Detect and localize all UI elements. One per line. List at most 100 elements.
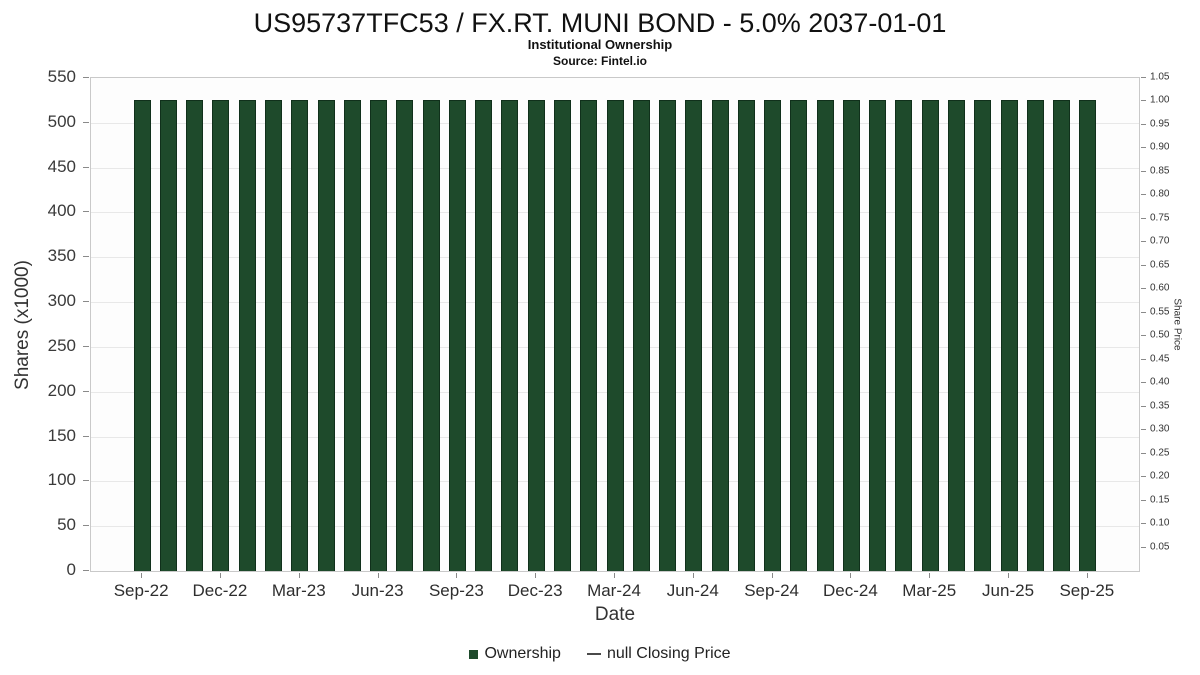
ownership-swatch-icon [469,649,479,659]
tick-mark [83,525,89,527]
tick-mark [83,390,89,392]
left-axis-ticks: 0 50 100 150 200 250 300 350 400 450 500 550 [0,67,90,579]
tick-mark [1141,311,1146,313]
right-axis-tick-label: 0.25 [1150,447,1170,459]
tick-mark [1141,264,1146,266]
ownership-bar [685,100,703,571]
right-axis-tick-label: 0.30 [1150,423,1170,435]
legend: Ownership null Closing Price [0,645,1200,663]
tick-mark [456,573,458,578]
ownership-bar [632,100,650,571]
ownership-bar [869,100,887,571]
ownership-bar [764,100,782,571]
ownership-bar [659,100,677,571]
y-axis-tick-label: 50 [57,515,76,535]
tick-mark [1141,123,1146,125]
ownership-bar [737,100,755,571]
ownership-bar [606,100,624,571]
right-axis-tick-label: 0.90 [1150,141,1170,153]
tick-mark [1141,523,1146,525]
tick-mark [850,573,852,578]
chart-subtitle: Institutional Ownership [527,37,673,52]
tick-mark [1141,170,1146,172]
tick-mark [1086,573,1088,578]
right-axis-tick-label: 0.95 [1150,118,1170,130]
right-axis-tick-label: 0.45 [1150,353,1170,365]
tick-mark [298,573,300,578]
ownership-bar [212,100,230,571]
tick-mark [83,166,89,168]
y-axis-tick-label: 400 [47,201,76,221]
x-axis-tick-label: Jun-24 [666,581,719,600]
right-axis-tick-label: 0.55 [1150,306,1170,318]
x-axis-tick-label: Dec-24 [823,581,878,600]
tick-mark [83,121,89,123]
tick-mark [1141,335,1146,337]
ownership-bar [448,100,466,571]
tick-mark [1141,405,1146,407]
tick-mark [83,256,89,258]
ownership-bar [501,100,519,571]
ownership-bar [816,100,834,571]
line-swatch-icon [586,653,601,655]
bars-layer [91,78,1139,571]
tick-mark [1141,77,1146,78]
ownership-bar [948,100,965,571]
x-axis-tick-marks [90,573,1140,579]
ownership-bar [343,100,361,571]
tick-mark [1141,241,1146,243]
y-axis-tick-label: 550 [47,67,76,86]
ownership-bar [1079,100,1097,571]
right-axis-tick-label: 0.35 [1150,400,1170,412]
tick-mark [83,570,89,571]
right-axis-tick-label: 0.75 [1150,212,1170,224]
y-axis-tick-label: 300 [47,291,76,311]
legend-item-ownership: Ownership [469,645,561,663]
y-axis-tick-label: 200 [47,380,76,400]
tick-mark [83,301,89,303]
tick-mark [1008,573,1010,578]
ownership-bar [527,100,545,571]
tick-mark [83,211,89,213]
ownership-bar [264,100,282,571]
tick-mark [1141,217,1146,219]
tick-mark [83,435,89,437]
tick-mark [1141,358,1146,360]
tick-mark [1141,499,1146,501]
tick-mark [692,573,694,578]
ownership-bar [186,100,204,571]
y-axis-tick-label: 150 [47,425,76,445]
x-axis-tick-label: Dec-22 [192,581,248,600]
y-axis-tick-label: 100 [47,470,76,490]
tick-mark [1141,546,1146,548]
x-axis-tick-label: Sep-24 [744,581,800,600]
tick-mark [1141,288,1146,290]
y-axis-tick-label: 500 [47,111,76,131]
tick-mark [1141,382,1146,384]
right-axis-tick-label: 0.15 [1150,494,1170,506]
ownership-bar [1026,100,1044,571]
ownership-bar [974,100,992,571]
ownership-bar [711,100,729,571]
ownership-bar [580,100,598,571]
legend-label-closing-price: null Closing Price [606,645,731,662]
ownership-bar [159,100,177,571]
x-axis-ticks: Sep-22 Dec-22 Mar-23 Jun-23 Sep-23 Dec-23 Mar-… [90,581,1140,603]
x-axis-tick-label: Sep-25 [1059,581,1115,600]
ownership-bar [895,100,913,571]
tick-mark [1141,452,1146,454]
right-axis-tick-label: 1.00 [1150,94,1170,106]
chart-title: US95737TFC53 / FX.RT. MUNI BOND - 5.0% 2… [253,8,947,38]
tick-mark [929,573,931,578]
tick-mark [1141,147,1146,149]
ownership-bar [317,100,335,571]
x-axis-tick-label: Sep-22 [113,581,169,600]
ownership-bar [553,100,571,571]
right-axis-tick-label: 0.40 [1150,376,1170,388]
x-axis-tick-label: Mar-23 [271,581,326,600]
right-axis-tick-label: 0.60 [1150,282,1170,294]
tick-mark [1141,476,1146,478]
tick-mark [219,573,221,578]
right-axis-ticks: 0.05 0.10 0.15 0.20 0.25 0.30 0.35 0.40 0.45 0.50… [1141,72,1187,574]
